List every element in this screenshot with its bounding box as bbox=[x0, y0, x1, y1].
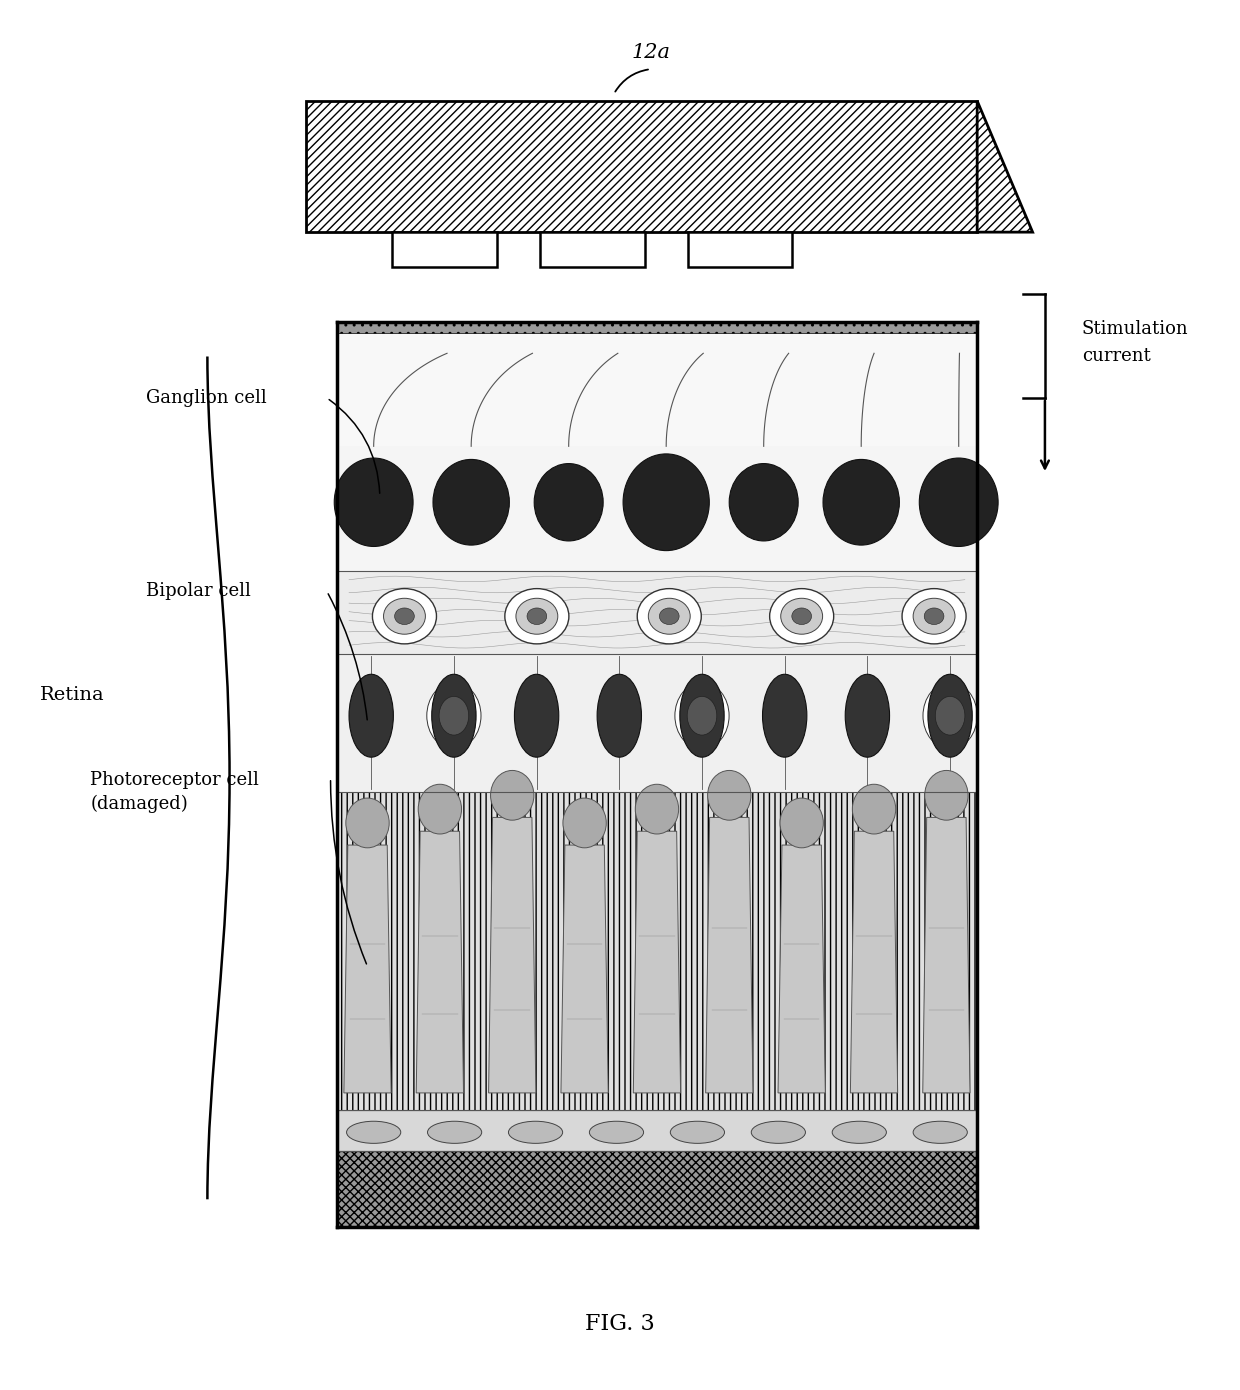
Ellipse shape bbox=[928, 674, 972, 758]
Text: Stimulation
current: Stimulation current bbox=[1081, 321, 1188, 366]
Text: Retina: Retina bbox=[40, 687, 104, 703]
Ellipse shape bbox=[428, 1122, 481, 1144]
Ellipse shape bbox=[516, 598, 558, 634]
Ellipse shape bbox=[563, 798, 606, 848]
Circle shape bbox=[729, 464, 799, 541]
Bar bbox=[337, 571, 977, 653]
Ellipse shape bbox=[432, 674, 476, 758]
Ellipse shape bbox=[660, 607, 680, 624]
Ellipse shape bbox=[598, 674, 641, 758]
Ellipse shape bbox=[852, 784, 895, 834]
Polygon shape bbox=[851, 831, 898, 1093]
Circle shape bbox=[919, 459, 998, 546]
Ellipse shape bbox=[792, 607, 811, 624]
Bar bbox=[337, 446, 977, 571]
Circle shape bbox=[335, 459, 413, 546]
Ellipse shape bbox=[649, 598, 691, 634]
Text: 12a: 12a bbox=[631, 43, 671, 63]
Ellipse shape bbox=[348, 674, 393, 758]
Ellipse shape bbox=[846, 674, 889, 758]
Ellipse shape bbox=[372, 588, 436, 644]
Bar bbox=[337, 1109, 977, 1151]
Ellipse shape bbox=[383, 598, 425, 634]
Ellipse shape bbox=[527, 607, 547, 624]
Polygon shape bbox=[343, 845, 391, 1093]
Text: Ganglion cell: Ganglion cell bbox=[146, 389, 267, 407]
Circle shape bbox=[823, 460, 899, 545]
Ellipse shape bbox=[780, 798, 823, 848]
Ellipse shape bbox=[515, 674, 559, 758]
Ellipse shape bbox=[635, 784, 678, 834]
Polygon shape bbox=[489, 817, 536, 1093]
Circle shape bbox=[622, 455, 709, 550]
Ellipse shape bbox=[687, 696, 717, 735]
Bar bbox=[337, 792, 977, 1109]
Text: Bipolar cell: Bipolar cell bbox=[146, 582, 250, 600]
Ellipse shape bbox=[923, 682, 977, 749]
Ellipse shape bbox=[589, 1122, 644, 1144]
Polygon shape bbox=[417, 831, 464, 1093]
Ellipse shape bbox=[924, 607, 944, 624]
Polygon shape bbox=[706, 817, 753, 1093]
Ellipse shape bbox=[832, 1122, 887, 1144]
Ellipse shape bbox=[763, 674, 807, 758]
Ellipse shape bbox=[491, 770, 534, 820]
Ellipse shape bbox=[708, 770, 751, 820]
Bar bbox=[392, 232, 497, 267]
Ellipse shape bbox=[346, 798, 389, 848]
Ellipse shape bbox=[508, 1122, 563, 1144]
Ellipse shape bbox=[913, 1122, 967, 1144]
Bar bbox=[688, 232, 792, 267]
Ellipse shape bbox=[346, 1122, 401, 1144]
Text: Photoreceptor cell
(damaged): Photoreceptor cell (damaged) bbox=[91, 770, 259, 813]
Ellipse shape bbox=[751, 1122, 806, 1144]
Ellipse shape bbox=[675, 682, 729, 749]
Polygon shape bbox=[634, 831, 681, 1093]
Polygon shape bbox=[923, 817, 970, 1093]
Ellipse shape bbox=[671, 1122, 724, 1144]
Ellipse shape bbox=[770, 588, 833, 644]
Bar bbox=[337, 1151, 977, 1227]
Bar bbox=[337, 322, 977, 334]
Bar bbox=[337, 322, 977, 446]
Ellipse shape bbox=[913, 598, 955, 634]
Ellipse shape bbox=[505, 588, 569, 644]
Ellipse shape bbox=[901, 588, 966, 644]
Bar bbox=[306, 101, 977, 232]
Ellipse shape bbox=[680, 674, 724, 758]
Bar bbox=[337, 653, 977, 792]
Polygon shape bbox=[560, 845, 609, 1093]
Ellipse shape bbox=[637, 588, 702, 644]
Polygon shape bbox=[977, 101, 1033, 232]
Ellipse shape bbox=[427, 682, 481, 749]
Ellipse shape bbox=[925, 770, 968, 820]
Text: FIG. 3: FIG. 3 bbox=[585, 1312, 655, 1334]
Circle shape bbox=[534, 464, 603, 541]
Ellipse shape bbox=[781, 598, 822, 634]
Bar bbox=[539, 232, 645, 267]
Polygon shape bbox=[777, 845, 826, 1093]
Ellipse shape bbox=[418, 784, 461, 834]
Ellipse shape bbox=[394, 607, 414, 624]
Ellipse shape bbox=[439, 696, 469, 735]
Circle shape bbox=[433, 460, 510, 545]
Ellipse shape bbox=[935, 696, 965, 735]
